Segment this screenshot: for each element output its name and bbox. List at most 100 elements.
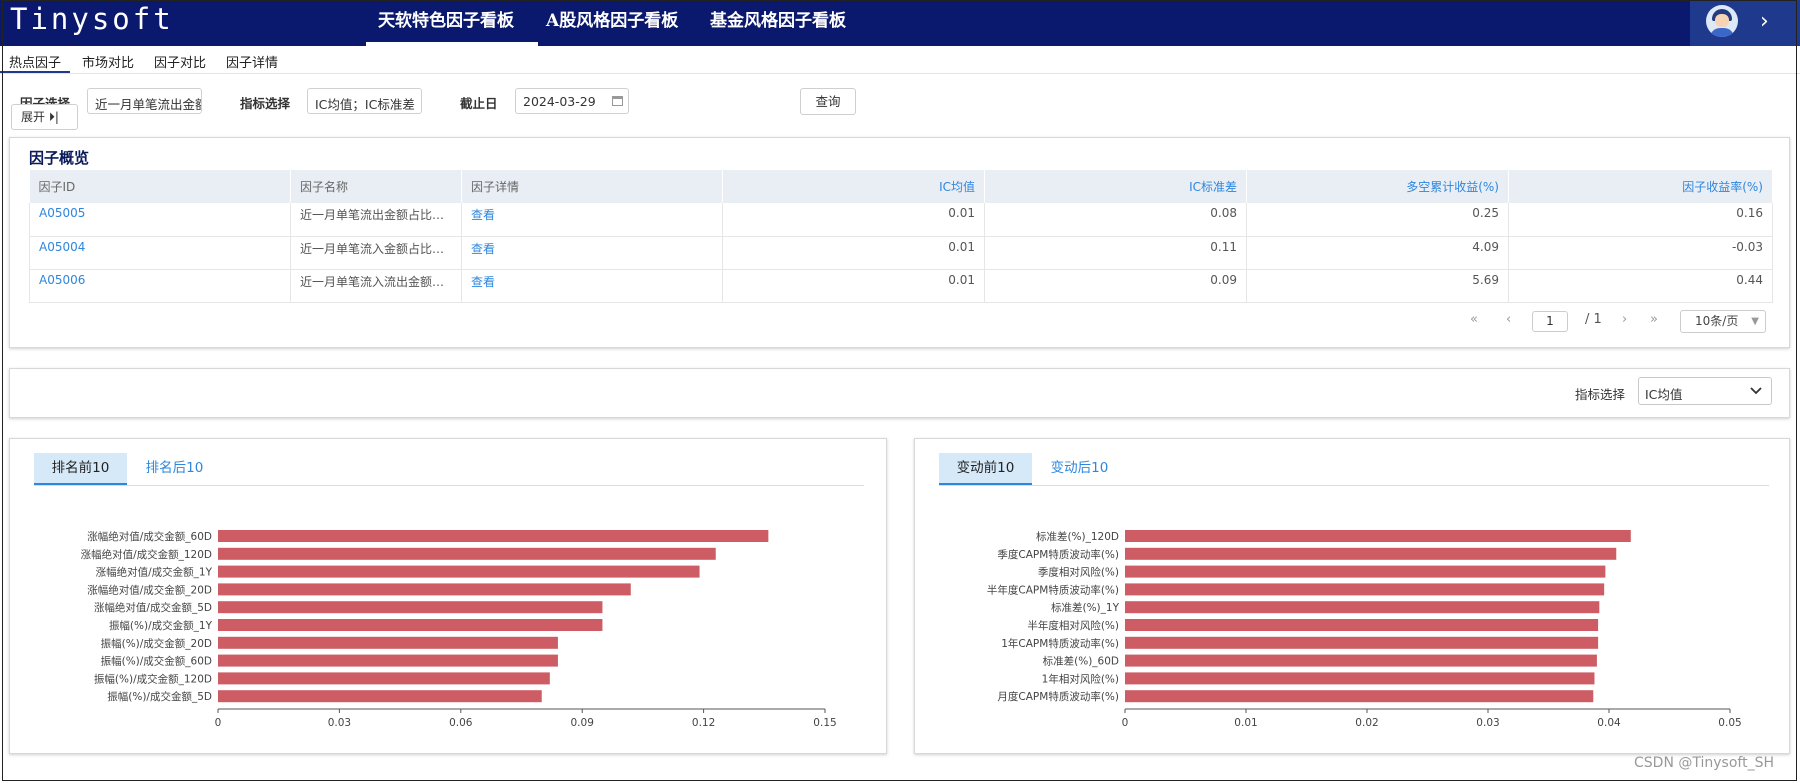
user-menu[interactable]: ›: [1690, 0, 1800, 46]
bar: [218, 547, 716, 560]
category-label: 1年相对风险(%): [1042, 672, 1119, 685]
calendar-icon[interactable]: [612, 96, 623, 106]
factor-name-cell: 近一月单笔流入金额占比…: [290, 236, 462, 270]
query-button[interactable]: 查询: [800, 88, 856, 115]
bar: [218, 601, 603, 614]
factor-id-link[interactable]: A05004: [29, 236, 291, 270]
col-ic-mean[interactable]: IC均值: [722, 170, 985, 203]
category-label: 涨幅绝对值/成交金额_5D: [94, 601, 212, 614]
x-tick-label: 0.05: [1718, 717, 1741, 729]
x-tick-label: 0: [215, 717, 222, 729]
col-factor-id[interactable]: 因子ID: [29, 170, 291, 203]
long-short-return-cell: 5.69: [1246, 269, 1509, 303]
nav-tab-a-share-style[interactable]: A股风格因子看板: [546, 11, 679, 31]
col-factor-return[interactable]: 因子收益率(%): [1508, 170, 1773, 203]
tab-active-indicator: [939, 483, 1032, 485]
bar: [218, 636, 558, 649]
last-page-button[interactable]: »: [1650, 312, 1658, 327]
table-row: A05006 近一月单笔流入流出金额… 查看 0.01 0.09 5.69 0.…: [29, 269, 1773, 303]
rank-bar-chart: 涨幅绝对值/成交金额_60D 涨幅绝对值/成交金额_120D 涨幅绝对值/成交金额_…: [81, 530, 837, 729]
view-detail-link[interactable]: 查看: [461, 236, 723, 270]
factor-return-cell: -0.03: [1508, 236, 1773, 270]
chevron-right-icon[interactable]: ›: [1760, 9, 1769, 34]
long-short-return-cell: 4.09: [1246, 236, 1509, 270]
ic-mean-cell: 0.01: [722, 203, 985, 237]
change-bar-chart: 标准差(%)_120D 季度CAPM特质波动率(%) 季度相对风险(%) 半年度CAP…: [987, 530, 1742, 729]
ic-mean-cell: 0.01: [722, 236, 985, 270]
category-label: 涨幅绝对值/成交金额_1Y: [96, 566, 213, 579]
indicator-select-dropdown[interactable]: IC均值: [1638, 377, 1772, 405]
page-total: / 1: [1585, 312, 1602, 327]
date-value: 2024-03-29: [523, 94, 596, 109]
x-tick-label: 0.06: [449, 717, 473, 729]
factor-id-link[interactable]: A05006: [29, 269, 291, 303]
bar: [218, 654, 558, 667]
next-page-button[interactable]: ›: [1622, 312, 1628, 327]
view-detail-link[interactable]: 查看: [461, 269, 723, 303]
nav-tab-tinysoft-factors[interactable]: 天软特色因子看板: [378, 11, 514, 31]
avatar[interactable]: [1706, 5, 1738, 37]
bar: [218, 619, 603, 631]
col-long-short-return[interactable]: 多空累计收益(%): [1246, 170, 1509, 203]
tab-change-top10[interactable]: 变动前10: [939, 453, 1032, 483]
tab-rank-bottom10[interactable]: 排名后10: [145, 460, 204, 476]
subtab-hot-factors[interactable]: 热点因子: [9, 56, 62, 71]
first-page-button[interactable]: «: [1470, 312, 1478, 327]
dropdown-arrow-icon: ▼: [1751, 316, 1759, 327]
bar: [1125, 636, 1599, 649]
tab-baseline: [939, 485, 1769, 486]
x-tick-label: 0: [1122, 717, 1129, 729]
factor-select-input[interactable]: 近一月单笔流出金额: [87, 88, 202, 114]
tab-active-indicator: [34, 483, 127, 485]
page-number-input[interactable]: 1: [1532, 311, 1568, 332]
page-size-select[interactable]: 10条/页 ▼: [1680, 310, 1766, 333]
date-label: 截止日: [460, 96, 498, 111]
view-detail-link[interactable]: 查看: [461, 203, 723, 237]
ic-std-cell: 0.11: [984, 236, 1247, 270]
col-factor-name[interactable]: 因子名称: [290, 170, 462, 203]
category-label: 标准差(%)_60D: [1043, 655, 1119, 668]
bar: [218, 690, 542, 703]
bar: [1125, 619, 1599, 631]
bar: [1125, 583, 1605, 596]
prev-page-button[interactable]: ‹: [1506, 312, 1512, 327]
ic-mean-cell: 0.01: [722, 269, 985, 303]
factor-return-cell: 0.44: [1508, 269, 1773, 303]
nav-tab-fund-style[interactable]: 基金风格因子看板: [710, 11, 846, 31]
col-factor-detail[interactable]: 因子详情: [461, 170, 723, 203]
col-ic-std[interactable]: IC标准差: [984, 170, 1247, 203]
table-row: A05005 近一月单笔流出金额占比… 查看 0.01 0.08 0.25 0.…: [29, 203, 1773, 237]
table-header-row: 因子ID 因子名称 因子详情 IC均值 IC标准差 多空累计收益(%) 因子收益…: [29, 170, 1773, 203]
bar: [218, 672, 550, 685]
subtab-factor-compare[interactable]: 因子对比: [154, 56, 207, 71]
subtab-market-compare[interactable]: 市场对比: [82, 56, 135, 71]
date-input[interactable]: 2024-03-29: [515, 88, 629, 114]
category-label: 标准差(%)_120D: [1036, 530, 1119, 543]
bar: [218, 565, 700, 578]
bar: [1125, 672, 1595, 685]
factor-id-link[interactable]: A05005: [29, 203, 291, 237]
overview-title: 因子概览: [29, 149, 90, 167]
bar: [218, 583, 631, 596]
category-label: 涨幅绝对值/成交金额_120D: [81, 548, 212, 561]
x-tick-label: 0.15: [813, 717, 836, 729]
indicator-select-label: 指标选择: [240, 96, 291, 111]
subtab-factor-detail[interactable]: 因子详情: [226, 56, 279, 71]
category-label: 1年CAPM特质波动率(%): [1001, 637, 1119, 650]
app-header: Tinysoft 天软特色因子看板 A股风格因子看板 基金风格因子看板 ›: [0, 0, 1800, 46]
factor-return-cell: 0.16: [1508, 203, 1773, 237]
tab-change-bottom10[interactable]: 变动后10: [1050, 460, 1109, 476]
indicator-select-input[interactable]: IC均值；IC标准差: [307, 88, 422, 114]
tab-rank-top10[interactable]: 排名前10: [34, 453, 127, 483]
bar: [1125, 565, 1606, 578]
expand-button[interactable]: 展开 ⏵|: [11, 104, 78, 130]
bar: [1125, 601, 1600, 614]
category-label: 涨幅绝对值/成交金额_60D: [87, 530, 212, 543]
bar: [218, 530, 769, 542]
indicator-panel: [9, 368, 1790, 418]
category-label: 半年度CAPM特质波动率(%): [987, 583, 1119, 596]
long-short-return-cell: 0.25: [1246, 203, 1509, 237]
ic-std-cell: 0.08: [984, 203, 1247, 237]
category-label: 涨幅绝对值/成交金额_20D: [87, 583, 212, 596]
ic-std-cell: 0.09: [984, 269, 1247, 303]
